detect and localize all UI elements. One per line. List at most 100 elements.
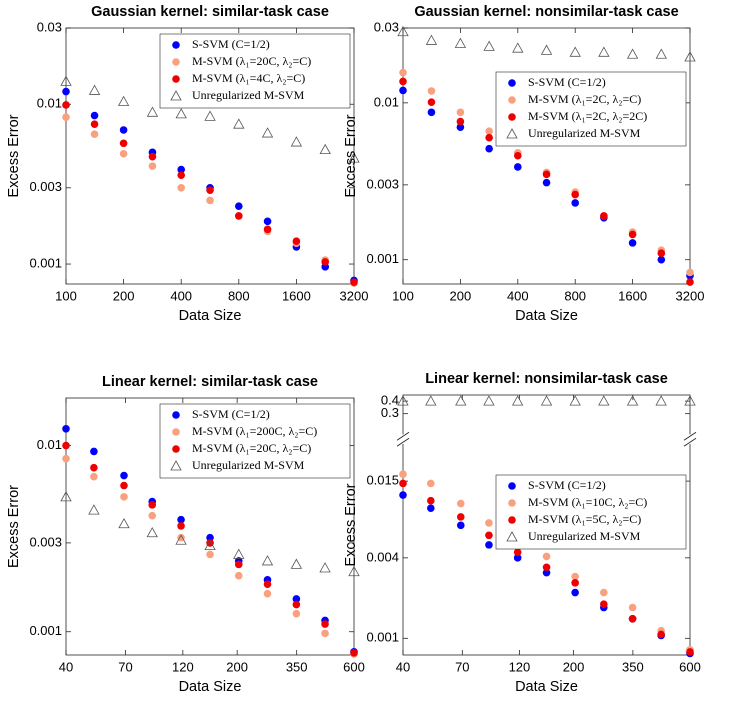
legend-label: Unregularized M-SVM <box>528 126 641 140</box>
circle-marker <box>542 563 551 572</box>
circle-marker <box>292 237 301 245</box>
circle-marker <box>427 479 435 488</box>
circle-marker <box>292 609 301 618</box>
triangle-marker <box>261 555 274 566</box>
circle-marker <box>456 513 465 521</box>
legend-label: M-SVM (λ₁=5C, λ₂=C) <box>528 512 641 526</box>
circle-marker <box>427 87 436 95</box>
circle-marker <box>206 533 214 542</box>
circle-marker <box>90 447 98 456</box>
circle-marker <box>686 268 694 277</box>
x-tick-label: 1600 <box>618 288 647 303</box>
y-tick-label: 0.001 <box>366 630 399 645</box>
circle-marker <box>148 162 157 170</box>
x-tick-label: 120 <box>172 659 194 674</box>
triangle-marker <box>626 395 639 406</box>
circle-marker <box>542 170 551 179</box>
triangle-marker <box>319 143 331 155</box>
circle-marker <box>571 588 579 597</box>
circle-marker <box>427 496 435 505</box>
circle-marker <box>62 424 70 433</box>
y-tick-label: 0.01 <box>37 96 62 111</box>
circle-marker <box>177 183 185 192</box>
y-tick-label: 0.03 <box>374 19 399 34</box>
triangle-marker <box>233 548 245 559</box>
triangle-marker <box>598 46 610 57</box>
axis-break-mark <box>396 437 410 447</box>
circle-marker <box>263 225 272 234</box>
triangle-marker <box>60 75 72 86</box>
legend-label: M-SVM (λ₁=200C, λ₂=C) <box>192 424 317 438</box>
legend-label: S-SVM (C=1/2) <box>528 478 606 492</box>
triangle-marker <box>506 531 518 542</box>
circle-marker <box>263 589 272 598</box>
x-tick-label: 200 <box>563 659 585 674</box>
circle-marker <box>657 630 665 639</box>
circle-marker <box>456 123 465 131</box>
x-tick-label: 100 <box>55 288 77 303</box>
axis-break-mark <box>396 431 410 441</box>
circle-marker <box>628 614 637 623</box>
circle-marker <box>399 470 407 478</box>
circle-marker <box>350 649 358 657</box>
panel: Linear kernel: similar-task case Data Siz… <box>6 374 365 695</box>
circle-marker <box>542 568 551 577</box>
x-tick-label: 200 <box>226 659 248 674</box>
circle-marker <box>263 580 272 589</box>
triangle-marker <box>598 395 610 406</box>
legend-label: M-SVM (λ₁=20C, λ₂=C) <box>192 441 311 455</box>
circle-marker <box>90 463 98 472</box>
triangle-marker <box>684 51 696 62</box>
circle-marker <box>571 190 579 199</box>
circle-marker <box>120 493 128 501</box>
circle-marker <box>485 519 493 527</box>
circle-marker <box>177 165 185 174</box>
circle-marker <box>542 178 551 187</box>
circle-marker <box>485 144 493 153</box>
y-tick-label: 0.01 <box>37 437 62 452</box>
circle-marker <box>321 258 330 266</box>
triangle-marker <box>204 110 216 121</box>
triangle-marker <box>512 42 524 53</box>
circle-marker <box>571 572 579 581</box>
legend-label: M-SVM (λ₁=10C, λ₂=C) <box>528 495 647 509</box>
x-tick-label: 1600 <box>282 288 311 303</box>
circle-marker <box>120 471 128 480</box>
x-tick-label: 350 <box>622 659 644 674</box>
triangle-marker <box>506 128 518 139</box>
circle-marker <box>485 133 493 142</box>
x-tick-label: 800 <box>564 288 586 303</box>
legend-label: S-SVM (C=1/2) <box>192 37 270 51</box>
circle-marker <box>172 428 180 436</box>
circle-marker <box>172 445 180 453</box>
circle-marker <box>399 491 407 499</box>
y-tick-label: 0.003 <box>29 534 62 549</box>
x-tick-label: 200 <box>450 288 472 303</box>
legend: S-SVM (C=1/2) M-SVM (λ₁=10C, λ₂=C) M-SVM (… <box>495 474 687 550</box>
circle-marker <box>657 249 666 258</box>
x-axis-label: Data Size <box>179 679 242 695</box>
triangle-marker <box>146 526 158 538</box>
y-tick-label: 0.004 <box>366 549 399 564</box>
x-tick-label: 200 <box>113 288 135 303</box>
y-tick-label: 0.01 <box>374 94 399 109</box>
x-axis-label: Data Size <box>179 308 242 324</box>
circle-marker <box>90 120 99 129</box>
circle-marker <box>514 151 522 160</box>
circle-marker <box>485 541 493 549</box>
x-tick-label: 40 <box>59 659 73 674</box>
circle-marker <box>513 554 522 562</box>
legend-label: Unregularized M-SVM <box>528 529 641 543</box>
y-tick-label: 0.4 <box>381 393 399 408</box>
legend-box <box>495 71 687 147</box>
triangle-marker <box>261 127 274 138</box>
circle-marker <box>456 117 465 126</box>
triangle-marker <box>684 395 696 406</box>
legend-label: S-SVM (C=1/2) <box>528 75 606 89</box>
circle-marker <box>599 588 608 597</box>
triangle-marker <box>319 562 331 573</box>
triangle-marker <box>60 491 72 502</box>
circle-marker <box>90 130 99 138</box>
y-tick-label: 0.015 <box>366 473 399 488</box>
x-tick-label: 400 <box>170 288 192 303</box>
